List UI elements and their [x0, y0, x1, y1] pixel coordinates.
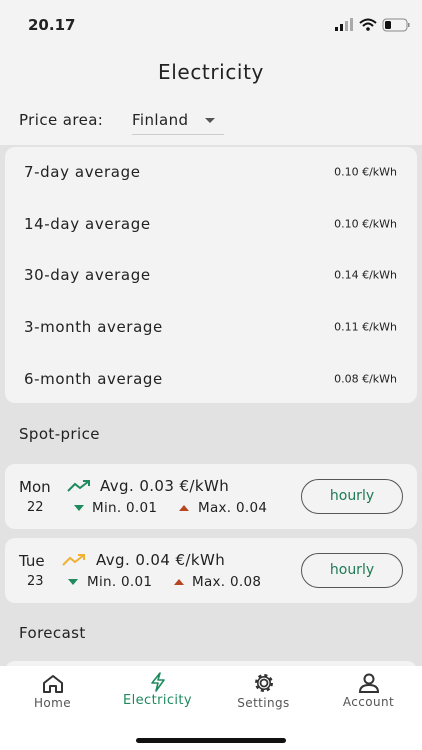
weekday: Mon: [19, 478, 51, 496]
bottom-nav: Home Electricity Settings Account: [0, 666, 422, 750]
section-title: Forecast: [19, 624, 86, 642]
average-label: 30-day average: [24, 266, 151, 284]
max-arrow: [174, 579, 184, 585]
weekday: Tue: [19, 552, 45, 570]
averages-card: 7-day average 0.10 €/kWh 14-day average …: [5, 147, 417, 403]
status-time: 20.17: [28, 16, 76, 34]
average-label: 3-month average: [24, 318, 163, 336]
max-arrow: [179, 505, 189, 511]
nav-settings[interactable]: Settings: [211, 666, 316, 726]
price-area-dropdown[interactable]: Finland: [132, 108, 224, 135]
hourly-button[interactable]: hourly: [301, 479, 403, 514]
bolt-icon: [151, 672, 165, 692]
settings-icon: [255, 674, 273, 692]
nav-label: Electricity: [123, 693, 192, 708]
average-price: Avg. 0.03 €/kWh: [100, 477, 230, 495]
status-icons: [335, 18, 410, 32]
max-price: Max. 0.08: [192, 574, 262, 590]
nav-label: Account: [342, 695, 395, 709]
min-arrow: [74, 505, 84, 511]
min-price: Min. 0.01: [87, 574, 153, 590]
min-arrow: [68, 579, 78, 585]
trend-icon: [67, 480, 90, 492]
home-icon: [43, 675, 63, 693]
average-value: 0.08 €/kWh: [334, 372, 397, 386]
nav-electricity[interactable]: Electricity: [105, 666, 210, 726]
average-value: 0.10 €/kWh: [334, 165, 397, 179]
min-price: Min. 0.01: [92, 500, 158, 516]
average-value: 0.10 €/kWh: [334, 217, 397, 231]
date: 22: [27, 500, 44, 515]
average-label: 7-day average: [24, 163, 141, 181]
nav-home[interactable]: Home: [0, 666, 105, 726]
trend-icon: [62, 554, 85, 566]
average-label: 14-day average: [24, 215, 151, 233]
section-title: Spot-price: [19, 425, 100, 443]
nav-account[interactable]: Account: [316, 666, 421, 726]
max-price: Max. 0.04: [198, 500, 268, 516]
nav-label: Settings: [237, 696, 290, 710]
home-indicator: [136, 738, 286, 743]
average-value: 0.11 €/kWh: [334, 320, 397, 334]
dropdown-arrow: [205, 118, 215, 123]
hourly-button[interactable]: hourly: [301, 553, 403, 588]
day-card: Mon 22 Avg. 0.03 €/kWh Min. 0.01 Max. 0.…: [5, 464, 417, 529]
average-value: 0.14 €/kWh: [334, 268, 397, 282]
nav-label: Home: [33, 696, 72, 710]
price-area-value: Finland: [132, 111, 189, 129]
price-area-label: Price area:: [19, 111, 104, 129]
average-price: Avg. 0.04 €/kWh: [96, 551, 226, 569]
date: 23: [27, 574, 44, 589]
account-icon: [358, 673, 380, 693]
day-card: Tue 23 Avg. 0.04 €/kWh Min. 0.01 Max. 0.…: [5, 538, 417, 603]
average-label: 6-month average: [24, 370, 163, 388]
page-title: Electricity: [158, 60, 264, 84]
